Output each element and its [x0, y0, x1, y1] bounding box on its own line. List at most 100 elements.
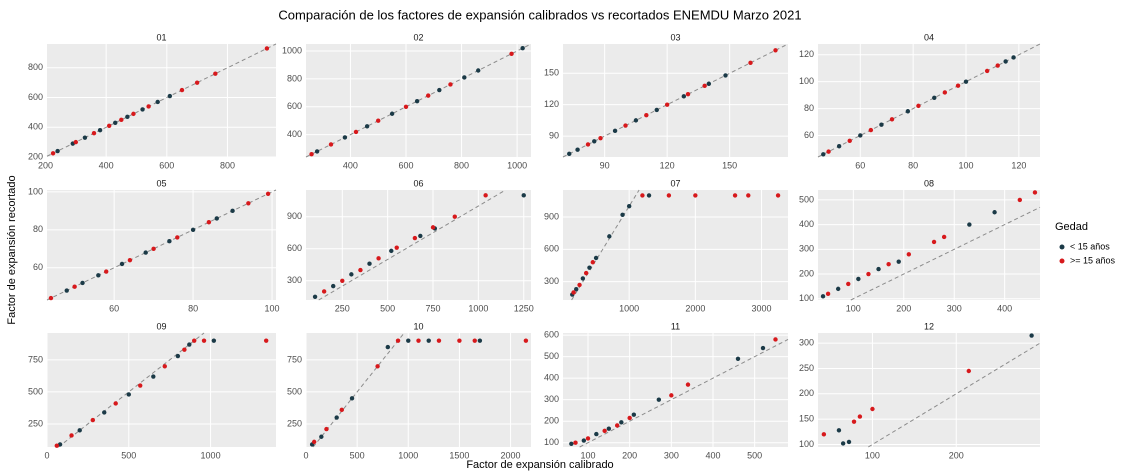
point	[91, 131, 97, 136]
point	[167, 239, 172, 244]
point	[349, 396, 355, 401]
y-tick-label: 100	[28, 186, 43, 196]
point	[265, 191, 271, 196]
y-tick-label: 100	[799, 76, 814, 86]
panel-background	[306, 190, 531, 300]
point	[192, 338, 197, 343]
point	[175, 353, 181, 359]
point	[211, 338, 217, 343]
point	[175, 235, 180, 240]
point	[1011, 55, 1016, 60]
panel: 03 90 120 150 90 120 150	[544, 32, 789, 170]
point	[342, 135, 348, 140]
point	[349, 272, 354, 277]
point	[1029, 333, 1034, 338]
identity-line	[571, 189, 640, 301]
y-tick-label: 300	[799, 338, 814, 348]
point	[395, 338, 401, 343]
point	[367, 261, 372, 266]
y-tick-label: 250	[799, 363, 814, 373]
point	[127, 257, 133, 263]
y-tick-label: 400	[799, 219, 814, 229]
point	[167, 93, 173, 99]
x-tick-label: 60	[109, 303, 119, 313]
point	[97, 128, 103, 133]
point	[577, 282, 582, 288]
point	[155, 99, 160, 105]
y-tick-label: 250	[28, 418, 43, 428]
y-tick-label: 600	[544, 330, 559, 340]
point	[631, 412, 637, 417]
x-tick-label: 200	[38, 160, 53, 170]
y-tick-label: 200	[799, 388, 814, 398]
panel: 08 100 200 300 400 100 200 300 400 500	[799, 178, 1041, 313]
point	[406, 338, 411, 343]
x-tick-label: 300	[947, 303, 962, 313]
panel: 05 60 80 100 60 80 100	[28, 178, 280, 313]
point	[389, 248, 394, 254]
x-tick-label: 100	[265, 303, 280, 313]
point	[836, 144, 842, 149]
point	[436, 338, 442, 343]
point	[896, 259, 901, 264]
x-tick-label: 90	[600, 160, 610, 170]
point	[840, 441, 846, 446]
point	[476, 68, 481, 73]
x-tick-label: 0	[303, 450, 308, 460]
point	[80, 280, 85, 286]
point	[119, 117, 124, 123]
point	[581, 438, 587, 443]
point	[821, 432, 827, 437]
point	[607, 234, 612, 239]
point	[414, 98, 420, 104]
strip-label: 07	[670, 178, 680, 188]
point	[646, 193, 652, 198]
point	[182, 347, 187, 352]
point	[626, 203, 632, 209]
legend-title: Gedad	[1055, 221, 1088, 233]
point	[90, 417, 96, 423]
point	[567, 151, 572, 157]
point	[113, 120, 118, 126]
point	[906, 252, 912, 257]
point	[619, 420, 624, 425]
x-tick-label: 200	[896, 303, 911, 313]
point	[590, 260, 595, 265]
x-tick-label: 2000	[501, 450, 521, 460]
point	[426, 338, 431, 343]
point	[835, 286, 841, 292]
x-axis-title: Factor de expansión calibrado	[466, 459, 613, 471]
point	[574, 287, 579, 292]
panel: 10 0 500 1000 1500 2000 250 500 750	[287, 321, 531, 460]
point	[580, 276, 586, 281]
y-tick-label: 600	[28, 92, 43, 102]
legend-marker	[1059, 258, 1065, 264]
point	[509, 51, 514, 56]
y-tick-label: 1000	[282, 45, 302, 55]
point	[353, 129, 359, 135]
y-tick-label: 80	[804, 103, 814, 113]
point	[868, 127, 874, 133]
x-tick-label: 400	[997, 303, 1012, 313]
point	[569, 441, 574, 446]
point	[847, 138, 852, 144]
panel: 12 100 200 100 150 200 250 300	[799, 321, 1041, 460]
point	[587, 265, 592, 270]
y-tick-label: 100	[544, 437, 559, 447]
strip-label: 06	[413, 178, 423, 188]
strip-label: 05	[156, 178, 166, 188]
panel-background	[818, 333, 1040, 447]
point	[857, 414, 863, 419]
y-tick-label: 750	[28, 354, 43, 364]
point	[858, 133, 863, 138]
x-tick-label: 400	[705, 450, 720, 460]
y-axis-title: Factor de expansión recortado	[6, 175, 18, 324]
y-tick-label: 500	[799, 194, 814, 204]
x-tick-label: 200	[622, 450, 637, 460]
point	[126, 392, 131, 397]
panel: 06 250 500 750 1000 1250 300 600 900	[287, 178, 534, 313]
panel: 07 1000 2000 3000 300 600 900	[544, 178, 788, 313]
point	[748, 60, 753, 66]
y-tick-label: 400	[287, 129, 302, 139]
point	[151, 374, 156, 379]
